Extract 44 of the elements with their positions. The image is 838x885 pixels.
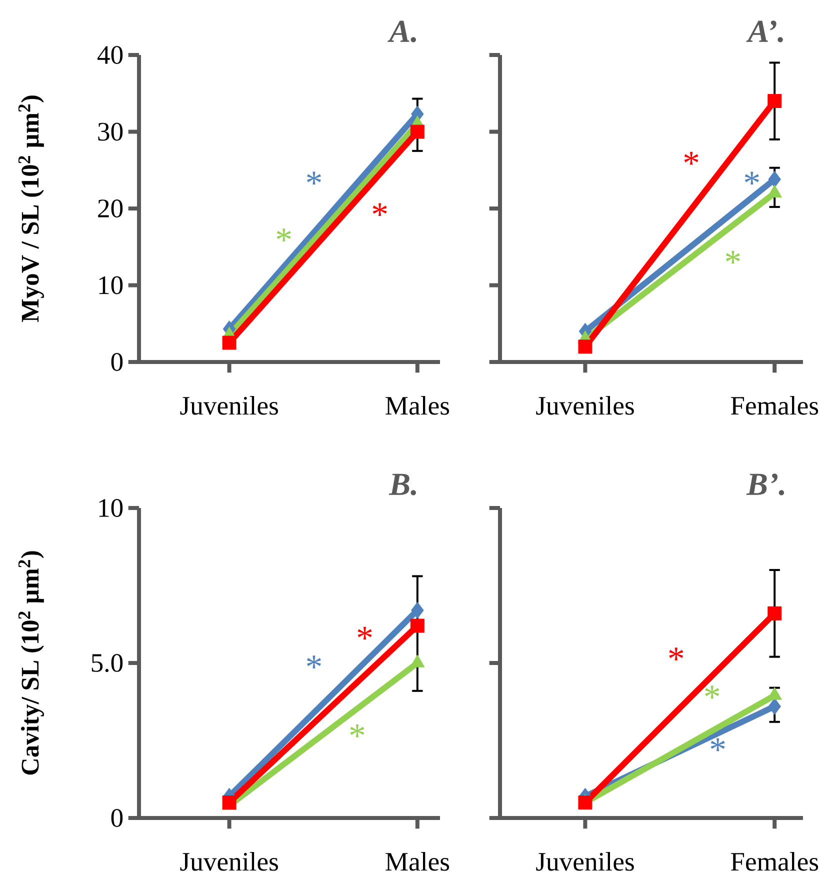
y-tick-label: 10 bbox=[99, 499, 123, 517]
annotation: * bbox=[350, 724, 364, 738]
chart-title: A’. bbox=[746, 20, 783, 42]
x-tick-label: Juveniles bbox=[180, 852, 278, 871]
y-axis-title: Cavity/ SL (10$^{2}$ µm$^{2}$) bbox=[18, 551, 44, 775]
x-tick-label: Juveniles bbox=[536, 396, 634, 415]
x-tick-label: Juveniles bbox=[180, 396, 278, 415]
point bbox=[768, 606, 782, 620]
point bbox=[222, 336, 236, 350]
point bbox=[578, 340, 592, 354]
annotation: * bbox=[744, 172, 759, 185]
y-axis-title: MyoV / SL (10$^{2}$ µm$^{2}$) bbox=[18, 96, 44, 322]
annotation: * bbox=[276, 228, 291, 242]
annotation: * bbox=[710, 738, 725, 752]
y-tick-label: 10 bbox=[99, 276, 123, 294]
point bbox=[410, 618, 424, 633]
y-tick-label: 5.0 bbox=[92, 654, 123, 672]
point bbox=[578, 795, 592, 810]
annotation: * bbox=[669, 648, 684, 660]
y-tick-label: 20 bbox=[98, 200, 123, 218]
chart-title: B’. bbox=[746, 474, 784, 496]
point bbox=[410, 124, 424, 139]
annotation: * bbox=[705, 686, 720, 698]
x-tick-label: Juveniles bbox=[536, 852, 634, 871]
annotation: * bbox=[726, 250, 740, 264]
annotation: * bbox=[372, 203, 387, 216]
y-tick-label: 30 bbox=[98, 122, 123, 141]
x-tick-label: Males bbox=[386, 396, 450, 415]
annotation: * bbox=[684, 152, 698, 165]
x-tick-label: Females bbox=[730, 396, 818, 415]
chart-title: A. bbox=[388, 20, 416, 42]
annotation: * bbox=[306, 172, 321, 185]
annotation: * bbox=[358, 626, 372, 640]
point bbox=[768, 94, 782, 108]
point bbox=[768, 170, 781, 188]
chart-title: B. bbox=[388, 474, 416, 496]
x-tick-label: Males bbox=[386, 852, 450, 871]
annotation: * bbox=[306, 656, 321, 668]
point bbox=[411, 602, 424, 619]
point bbox=[768, 698, 781, 715]
y-tick-label: 40 bbox=[97, 46, 123, 64]
y-tick-label: 0 bbox=[111, 809, 123, 827]
x-tick-label: Females bbox=[730, 852, 818, 871]
y-tick-label: 0 bbox=[111, 353, 123, 371]
